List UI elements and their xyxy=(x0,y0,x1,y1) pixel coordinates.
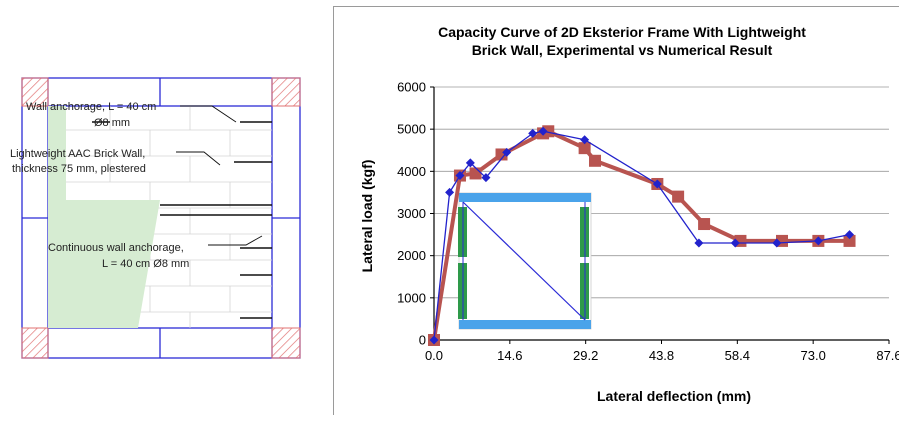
data-point xyxy=(445,187,455,197)
x-tick-label: 14.6 xyxy=(497,348,522,363)
x-tick-label: 29.2 xyxy=(573,348,598,363)
chart-title-line2: Brick Wall, Experimental vs Numerical Re… xyxy=(472,42,773,58)
anchorage-bars xyxy=(92,121,272,319)
corner-hatch xyxy=(271,327,301,359)
x-tick-label: 43.8 xyxy=(649,348,674,363)
data-point xyxy=(469,167,482,180)
series xyxy=(428,125,856,346)
leader-lines xyxy=(176,105,263,246)
x-tick-label: 0.0 xyxy=(425,348,443,363)
frame-schematic: Wall anchorage, L = 40 cm Ø8 mm Lightwei… xyxy=(0,0,320,415)
inset-diagonal-strut xyxy=(462,201,586,321)
x-tick-label: 58.4 xyxy=(725,348,750,363)
data-point xyxy=(694,238,704,248)
corner-hatch xyxy=(21,327,49,359)
annotation-aac-wall: Lightweight AAC Brick Wall, xyxy=(10,148,145,160)
series-1 xyxy=(429,126,855,345)
data-point xyxy=(730,238,740,248)
data-point xyxy=(538,126,548,136)
data-point xyxy=(502,147,512,157)
axes xyxy=(430,86,890,344)
y-tick-label: 6000 xyxy=(397,80,426,95)
x-tick-labels: 0.0 14.6 29.2 43.8 58.4 73.0 87.6 xyxy=(425,348,899,363)
annotation-wall-anchorage-dia: Ø8 mm xyxy=(94,117,130,129)
y-axis-title: Lateral load (kgf) xyxy=(359,160,375,273)
x-axis-title: Lateral deflection (mm) xyxy=(597,388,751,404)
y-tick-label: 2000 xyxy=(397,248,426,263)
data-point xyxy=(843,234,856,247)
capacity-curve-chart: Capacity Curve of 2D Eksterior Frame Wit… xyxy=(359,24,899,404)
annotation-continuous-length: L = 40 cm Ø8 mm xyxy=(102,258,189,270)
data-point xyxy=(455,171,465,181)
y-tick-labels: 0 1000 2000 3000 4000 5000 6000 xyxy=(397,80,426,348)
annotation-continuous-anchorage: Continuous wall anchorage, xyxy=(48,242,184,254)
y-tick-label: 5000 xyxy=(397,122,426,137)
data-point xyxy=(589,154,602,167)
data-point xyxy=(652,179,662,189)
data-point xyxy=(578,142,591,155)
data-point xyxy=(813,236,823,246)
data-point xyxy=(465,158,475,168)
chart-panel: Capacity Curve of 2D Eksterior Frame Wit… xyxy=(333,6,899,415)
data-point xyxy=(429,335,439,345)
y-tick-label: 4000 xyxy=(397,164,426,179)
y-tick-label: 1000 xyxy=(397,290,426,305)
data-point xyxy=(481,173,491,183)
y-tick-label: 3000 xyxy=(397,206,426,221)
inset-top-beam xyxy=(459,193,591,202)
data-point xyxy=(772,238,782,248)
data-point xyxy=(542,125,555,138)
annotation-aac-thickness: thickness 75 mm, plestered xyxy=(12,163,146,175)
chart-title-line1: Capacity Curve of 2D Eksterior Frame Wit… xyxy=(438,24,806,40)
y-tick-label: 0 xyxy=(419,333,426,348)
corner-hatch xyxy=(21,77,49,107)
inset-bottom-beam xyxy=(459,320,591,329)
wall-shaded-region xyxy=(48,106,160,328)
data-point xyxy=(845,230,855,240)
data-point xyxy=(528,128,538,138)
data-point xyxy=(698,218,711,231)
frame-schematic-svg: Wall anchorage, L = 40 cm Ø8 mm Lightwei… xyxy=(10,77,301,359)
corner-hatch xyxy=(271,77,301,107)
inset-frame-diagram xyxy=(458,192,592,330)
x-tick-label: 73.0 xyxy=(801,348,826,363)
data-point xyxy=(672,190,685,203)
annotation-wall-anchorage: Wall anchorage, L = 40 cm xyxy=(26,101,156,113)
x-tick-label: 87.6 xyxy=(876,348,899,363)
data-point xyxy=(580,135,590,145)
